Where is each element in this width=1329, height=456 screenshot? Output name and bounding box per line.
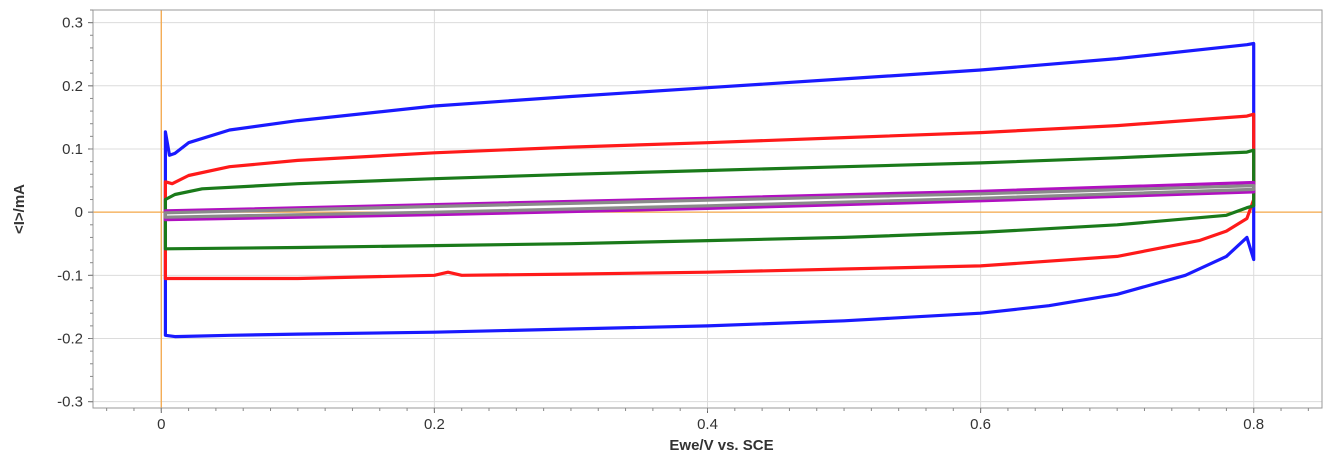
series-line-2	[163, 112, 1256, 281]
series-line-3	[163, 148, 1256, 251]
x-tick-label: 0.6	[970, 416, 991, 433]
x-tick-label: 0	[157, 416, 165, 433]
y-tick-label: -0.3	[57, 394, 83, 411]
y-axis-title: <I>/mA	[11, 184, 28, 234]
y-tick-label: 0.2	[62, 78, 83, 95]
tick-layer: 0 0.2 0.4 0.6 0.8 -0.3 -0.2 -0.1 0 0.1 0.2 0.3	[57, 9, 1309, 433]
x-tick-label: 0.2	[424, 416, 445, 433]
x-axis-title: Ewe/V vs. SCE	[669, 437, 773, 454]
y-tick-label: -0.1	[57, 267, 83, 284]
series-line-4	[163, 180, 1256, 222]
series-line-1	[163, 41, 1256, 339]
series-layer	[163, 41, 1256, 339]
x-tick-label: 0.8	[1243, 416, 1264, 433]
reference-lines	[93, 10, 1322, 408]
x-tick-label: 0.4	[697, 416, 718, 433]
y-tick-label: 0.1	[62, 141, 83, 158]
y-tick-label: 0.3	[62, 15, 83, 32]
series-line-5	[163, 184, 1256, 219]
y-tick-label: 0	[75, 204, 83, 221]
y-tick-label: -0.2	[57, 331, 83, 348]
